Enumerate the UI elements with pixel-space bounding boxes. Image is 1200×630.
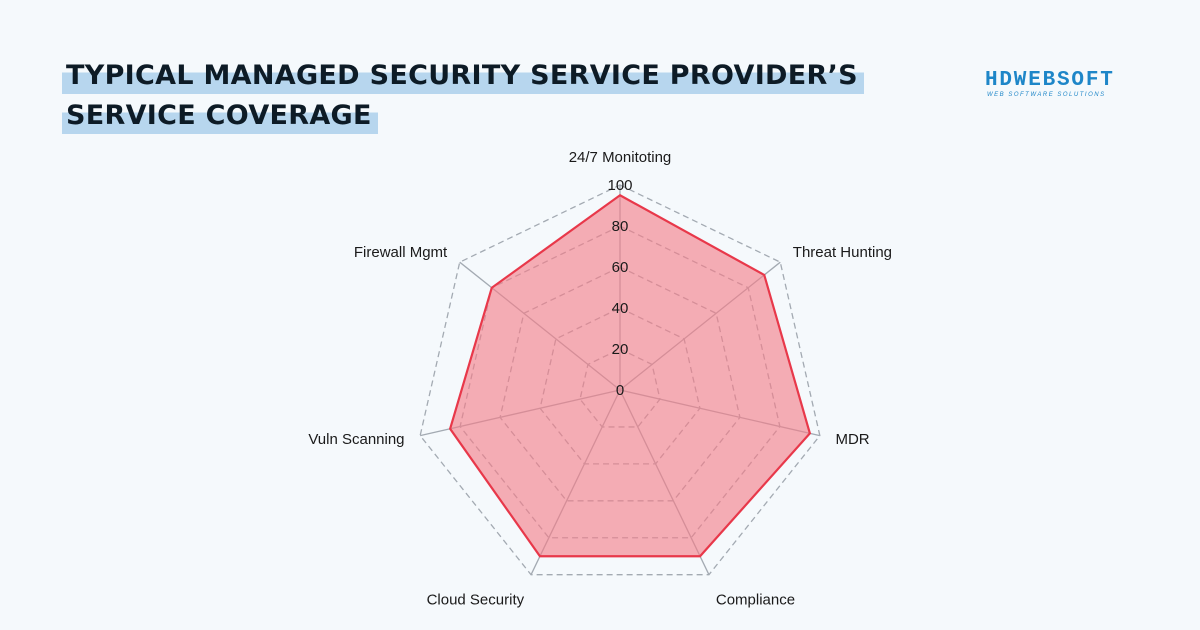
- axis-label-0: 24/7 Monitoting: [569, 149, 672, 166]
- radar-series: [448, 193, 812, 558]
- radar-tick-labels: 0 20 40 60 80 100: [607, 177, 632, 399]
- title-line-2: SERVICE COVERAGE: [62, 98, 378, 134]
- axis-label-6: Firewall Mgmt: [354, 244, 448, 261]
- title-line-1: TYPICAL MANAGED SECURITY SERVICE PROVIDE…: [62, 58, 864, 94]
- axis-label-4: Cloud Security: [427, 592, 525, 609]
- logo-tagline: WEB SOFTWARE SOLUTIONS: [987, 92, 1106, 98]
- axis-label-2: MDR: [835, 431, 869, 448]
- chart-title: TYPICAL MANAGED SECURITY SERVICE PROVIDE…: [62, 58, 864, 134]
- axis-label-1: Threat Hunting: [793, 244, 892, 261]
- logo-name: HDWEBSOFT: [985, 69, 1115, 92]
- tick-label-80: 80: [612, 218, 629, 235]
- axis-label-5: Vuln Scanning: [308, 431, 404, 448]
- tick-label-20: 20: [612, 341, 629, 358]
- radar-axis-labels: 24/7 Monitoting Threat Hunting MDR Complian…: [308, 149, 892, 609]
- grid-ring-100: [419, 184, 821, 576]
- tick-label-0: 0: [616, 382, 624, 399]
- tick-label-100: 100: [607, 177, 632, 194]
- axis-label-3: Compliance: [716, 592, 795, 609]
- tick-label-60: 60: [612, 259, 629, 276]
- tick-label-40: 40: [612, 300, 629, 317]
- series-area-0: [448, 193, 812, 558]
- company-logo: HDWEBSOFT WEB SOFTWARE SOLUTIONS: [985, 69, 1145, 99]
